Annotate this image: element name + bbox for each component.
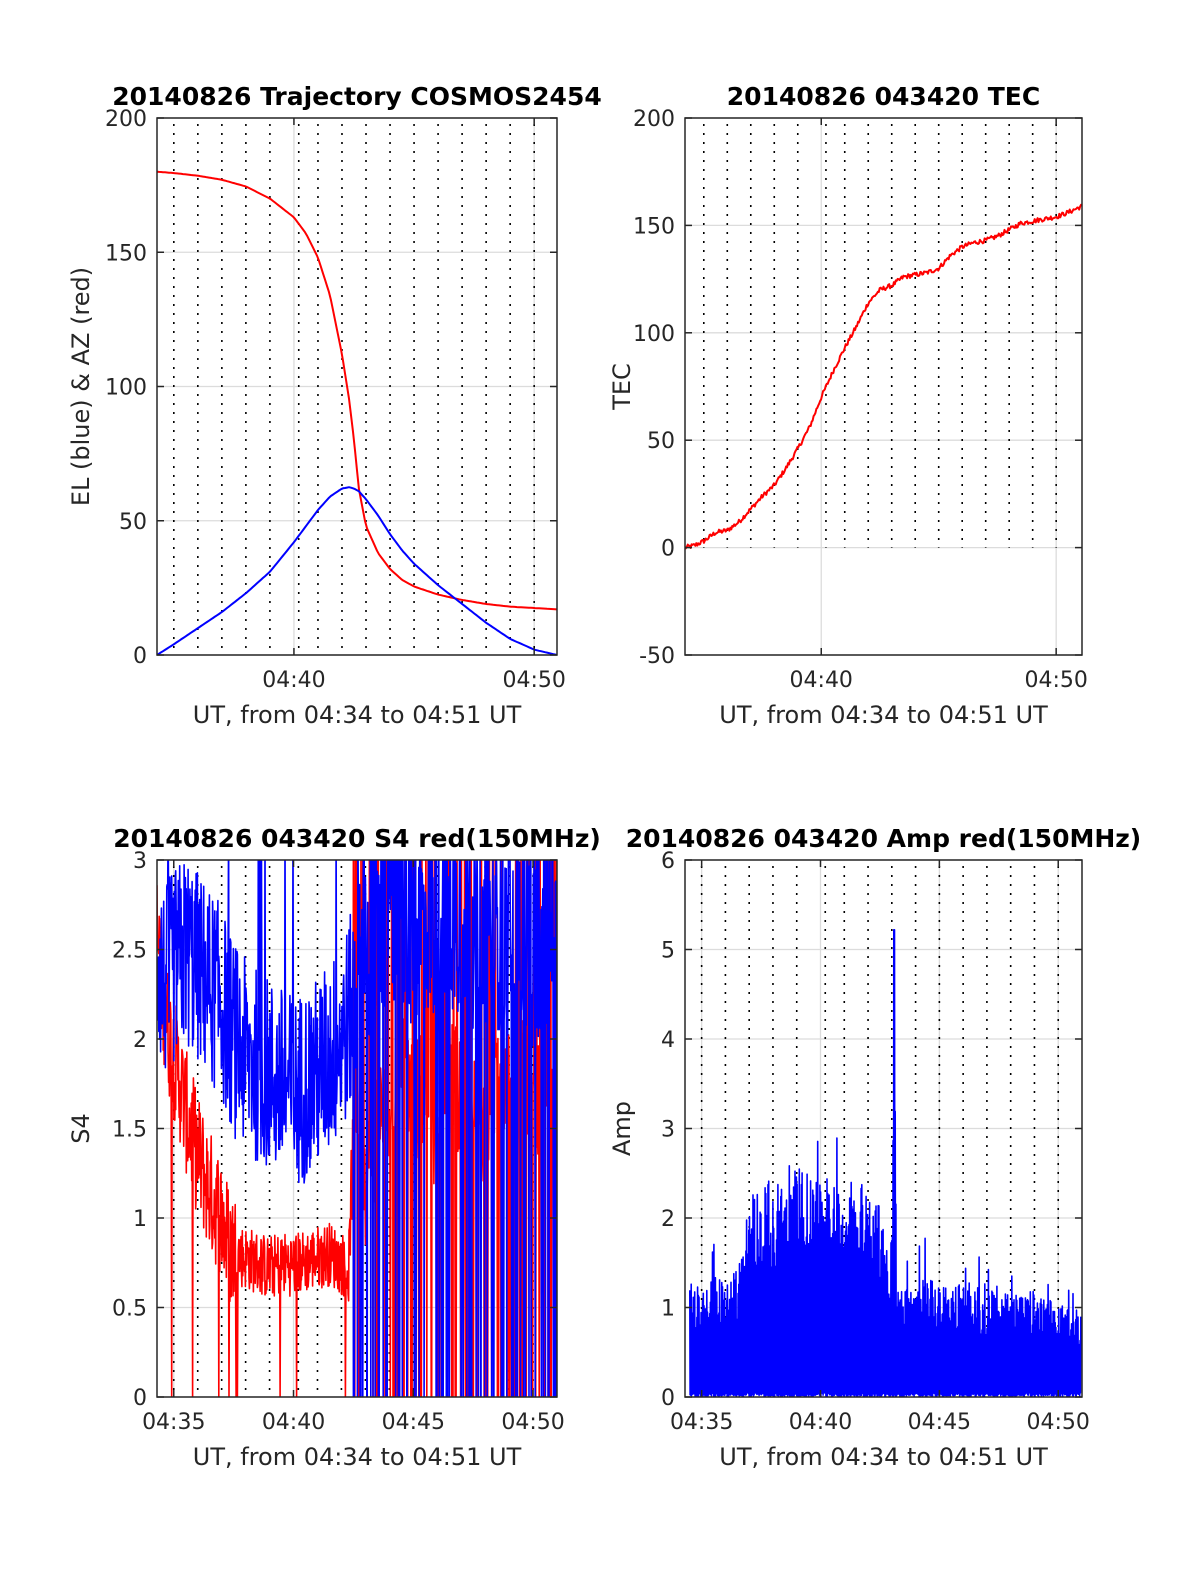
plot-area [685,203,1082,550]
panel-s4: 0 0.5 1 1.5 2 2.5 3 04:35 04:40 04:45 04:50 2014082… [67,824,601,1471]
x-tick-label: 04:50 [502,668,565,693]
x-tick-label: 04:45 [382,1410,445,1435]
y-tick-label: 2 [661,1207,675,1232]
panel-amp: 0 1 2 3 4 5 6 04:35 04:40 04:45 04:50 20140826 0434… [608,824,1141,1471]
series-red-line [157,170,557,611]
y-tick-label: 100 [633,322,675,347]
y-tick-label: 0.5 [112,1297,147,1322]
x-tick-label: 04:35 [670,1410,733,1435]
x-tick-label: 04:50 [1024,668,1087,693]
plot-area [157,170,557,655]
x-tick-label: 04:35 [142,1410,205,1435]
y-tick-label: 150 [105,241,147,266]
x-axis-label: UT, from 04:34 to 04:51 UT [719,701,1048,729]
y-tick-label: 2.5 [112,939,147,964]
y-tick-label: 1 [133,1207,147,1232]
y-tick-label: 1 [661,1297,675,1322]
panel-tec: -50 0 50 100 150 200 04:40 04:50 20140826 043420… [608,82,1088,729]
plot-area [689,929,1082,1397]
y-tick-label: 1.5 [112,1118,147,1143]
x-tick-label: 04:45 [908,1410,971,1435]
y-tick-label: 50 [647,429,675,454]
chart-title: 20140826 043420 TEC [727,82,1040,111]
x-axis-label: UT, from 04:34 to 04:51 UT [719,1443,1048,1471]
y-tick-label: 6 [661,849,675,874]
x-tick-label: 04:50 [501,1410,564,1435]
y-tick-label: 200 [105,107,147,132]
y-tick-label: 2 [133,1028,147,1053]
series-red-line [685,203,1082,550]
y-tick-label: 0 [661,1386,675,1411]
y-tick-label: -50 [639,644,675,669]
x-tick-label: 04:50 [1027,1410,1090,1435]
x-tick-label: 04:40 [262,668,325,693]
x-tick-label: 04:40 [789,1410,852,1435]
chart-title: 20140826 043420 S4 red(150MHz) [113,824,601,853]
x-axis-label: UT, from 04:34 to 04:51 UT [193,1443,522,1471]
series-blue-line [157,860,557,1397]
x-tick-label: 04:40 [262,1410,325,1435]
y-tick-label: 0 [133,644,147,669]
y-tick-label: 150 [633,214,675,239]
y-tick-label: 3 [661,1118,675,1143]
y-tick-label: 0 [133,1386,147,1411]
y-tick-label: 50 [119,510,147,535]
series-blue-line [689,929,1082,1397]
y-tick-label: 3 [133,849,147,874]
series-blue-line [157,486,557,655]
y-tick-label: 0 [661,537,675,562]
y-tick-label: 4 [661,1028,675,1053]
x-axis-label: UT, from 04:34 to 04:51 UT [193,701,522,729]
y-tick-label: 100 [105,376,147,401]
chart-title: 20140826 043420 Amp red(150MHz) [626,824,1142,853]
y-tick-label: 5 [661,939,675,964]
y-axis-label: TEC [608,363,636,411]
y-axis-label: EL (blue) & AZ (red) [67,267,95,506]
y-axis-label: Amp [608,1101,636,1156]
y-axis-label: S4 [67,1113,95,1144]
y-tick-label: 200 [633,107,675,132]
axes-frame [684,117,1083,656]
chart-title: 20140826 Trajectory COSMOS2454 [112,82,602,111]
x-tick-label: 04:40 [790,668,853,693]
panel-trajectory: 0 50 100 150 200 04:40 04:50 20140826 Trajector… [67,82,602,729]
plot-area [157,860,557,1397]
